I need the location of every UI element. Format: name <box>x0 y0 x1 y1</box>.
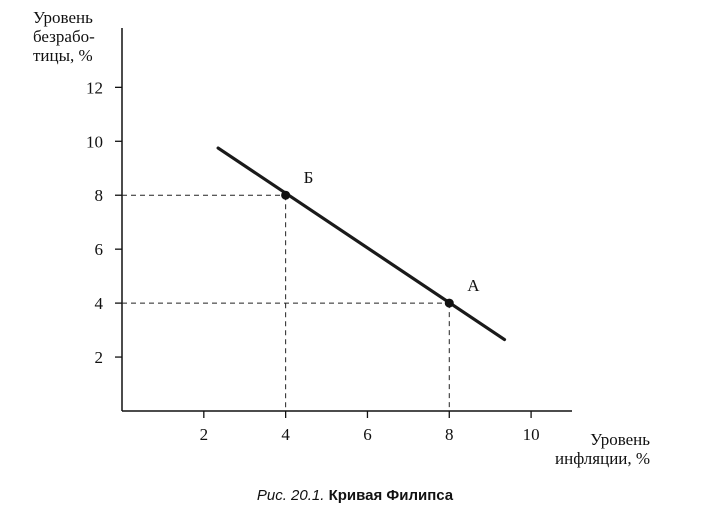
phillips-curve-line <box>216 146 507 342</box>
y-tick-label: 2 <box>95 348 104 367</box>
series-lines <box>216 146 507 342</box>
labeled-points: БА <box>281 168 480 308</box>
x-tick-label: 2 <box>200 425 209 444</box>
x-tick-label: 4 <box>281 425 290 444</box>
data-point <box>444 298 454 308</box>
figure-caption: Рис. 20.1. Кривая Филипса <box>0 487 710 504</box>
y-tick-label: 4 <box>95 294 104 313</box>
axis-ticks: 2 4 6 8 10 2 4 6 8 10 12 <box>86 78 540 444</box>
caption-prefix: Рис. 20.1. <box>256 487 325 504</box>
x-tick-label: 10 <box>523 425 540 444</box>
data-point <box>281 190 291 200</box>
dashed-guides <box>122 194 450 411</box>
y-tick-label: 6 <box>95 240 104 259</box>
point-label: Б <box>304 168 314 187</box>
caption-title: Кривая Филипса <box>328 487 454 504</box>
x-tick-label: 8 <box>445 425 454 444</box>
point-label: А <box>467 276 480 295</box>
y-tick-label: 8 <box>95 186 104 205</box>
y-tick-label: 12 <box>86 78 103 97</box>
y-axis-title: Уровень безрабо- тицы, % <box>33 8 95 65</box>
x-tick-label: 6 <box>363 425 372 444</box>
y-tick-label: 10 <box>86 132 103 151</box>
x-axis-title: Уровень инфляции, % <box>555 430 651 468</box>
